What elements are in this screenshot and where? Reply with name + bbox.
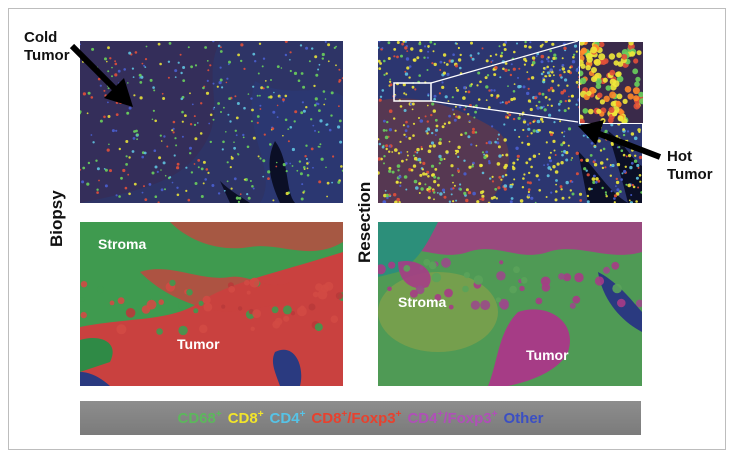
biopsy-classified-map [80,222,343,386]
hot-tumor-line2: Tumor [667,166,713,183]
biopsy-map-svg [80,222,343,386]
hot-tumor-line1: Hot [667,148,692,165]
biopsy-stroma-label: Stroma [98,236,147,252]
biopsy-tumor-label: Tumor [177,336,220,352]
resection-map-svg [378,222,642,386]
legend-entry: CD4+ [269,409,306,427]
hot-tumor-arrow-icon [578,120,662,160]
cold-tumor-annotation: Cold Tumor [24,29,70,65]
resection-classified-map [378,222,642,386]
legend-entry: CD4+/Foxp3+ [407,409,498,427]
resection-stroma-label: Stroma [398,294,447,310]
cold-tumor-line2: Tumor [24,47,70,64]
zoom-inset-image [579,41,644,124]
cold-tumor-line1: Cold [24,29,58,46]
cell-type-legend: CD68+ CD8+ CD4+ CD8+/Foxp3+ CD4+/Foxp3+ Other [80,401,641,435]
zoom-inset-svg [580,42,643,123]
legend-entry: CD8+ [227,409,264,427]
biopsy-fluorescence-svg [80,41,343,203]
resection-tumor-label: Tumor [526,347,569,363]
zoom-region-box [393,82,432,102]
legend-entry: Other [503,409,544,427]
legend-entry: CD68+ [177,409,222,427]
biopsy-fluorescence-image [80,41,343,203]
hot-tumor-annotation: Hot Tumor [667,148,713,184]
legend-entry: CD8+/Foxp3+ [311,409,402,427]
cold-tumor-arrow-icon [69,43,133,107]
